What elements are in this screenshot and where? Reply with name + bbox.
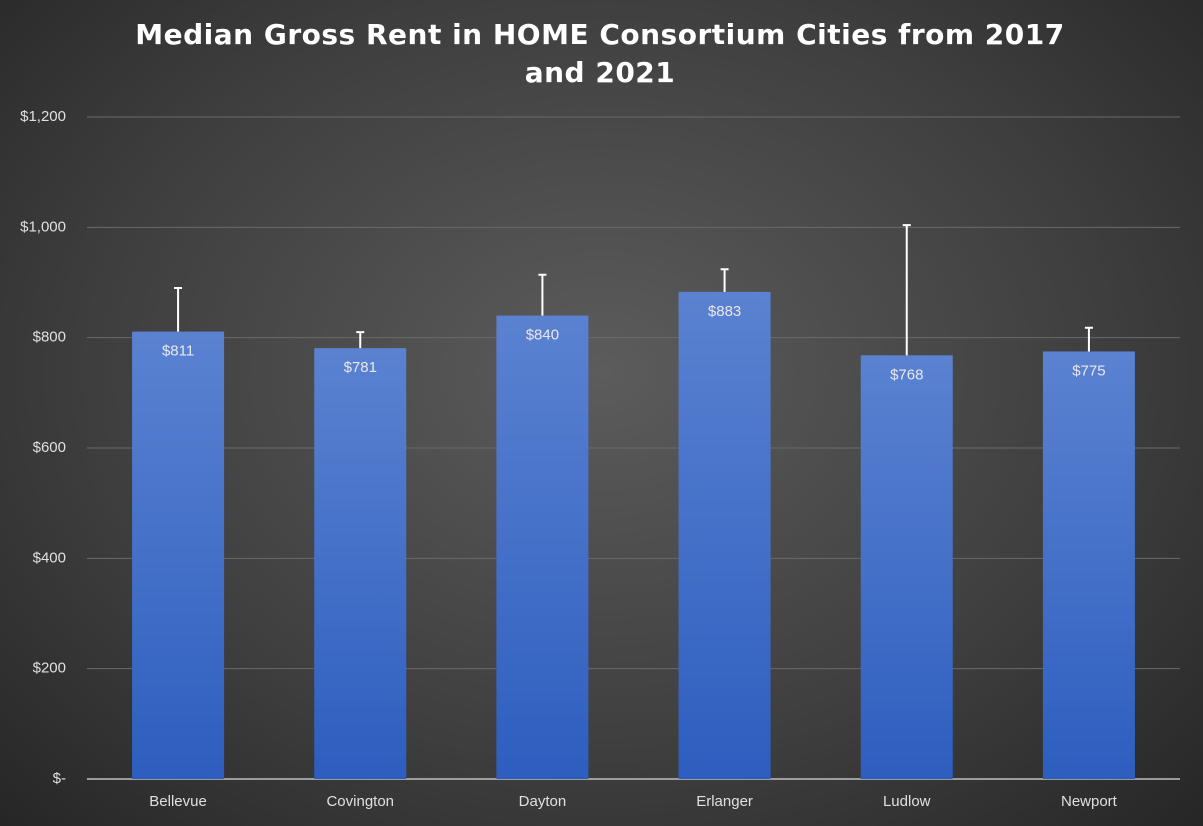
error-bar (1084, 326, 1093, 352)
x-tick-label: Bellevue (149, 793, 207, 810)
y-tick-label: $- (53, 770, 66, 787)
x-tick-label: Newport (1061, 793, 1118, 810)
data-label: $768 (890, 366, 923, 383)
error-bar (720, 268, 729, 292)
error-bar (538, 273, 547, 316)
y-tick-label: $600 (33, 439, 66, 456)
data-label: $883 (708, 303, 741, 320)
y-tick-label: $200 (33, 660, 66, 677)
bar (132, 331, 225, 779)
data-label: $840 (526, 327, 559, 344)
y-tick-label: $1,200 (20, 108, 66, 125)
bar (860, 355, 953, 779)
bar (496, 315, 589, 779)
y-tick-label: $400 (33, 549, 66, 566)
x-tick-label: Covington (326, 793, 394, 810)
y-tick-label: $800 (33, 329, 66, 346)
bar (1042, 351, 1135, 779)
data-label: $781 (344, 359, 377, 376)
error-bar (902, 224, 911, 356)
y-tick-label: $1,000 (20, 218, 66, 235)
bar (314, 348, 407, 779)
bar (678, 291, 771, 779)
x-tick-label: Dayton (519, 793, 567, 810)
x-tick-label: Erlanger (696, 793, 753, 810)
x-tick-label: Ludlow (883, 793, 931, 810)
data-label: $775 (1072, 362, 1105, 379)
error-bar (356, 331, 365, 349)
chart-title: Median Gross Rent in HOME Consortium Cit… (135, 18, 1065, 89)
error-bar (174, 287, 183, 332)
data-label: $811 (162, 343, 194, 360)
